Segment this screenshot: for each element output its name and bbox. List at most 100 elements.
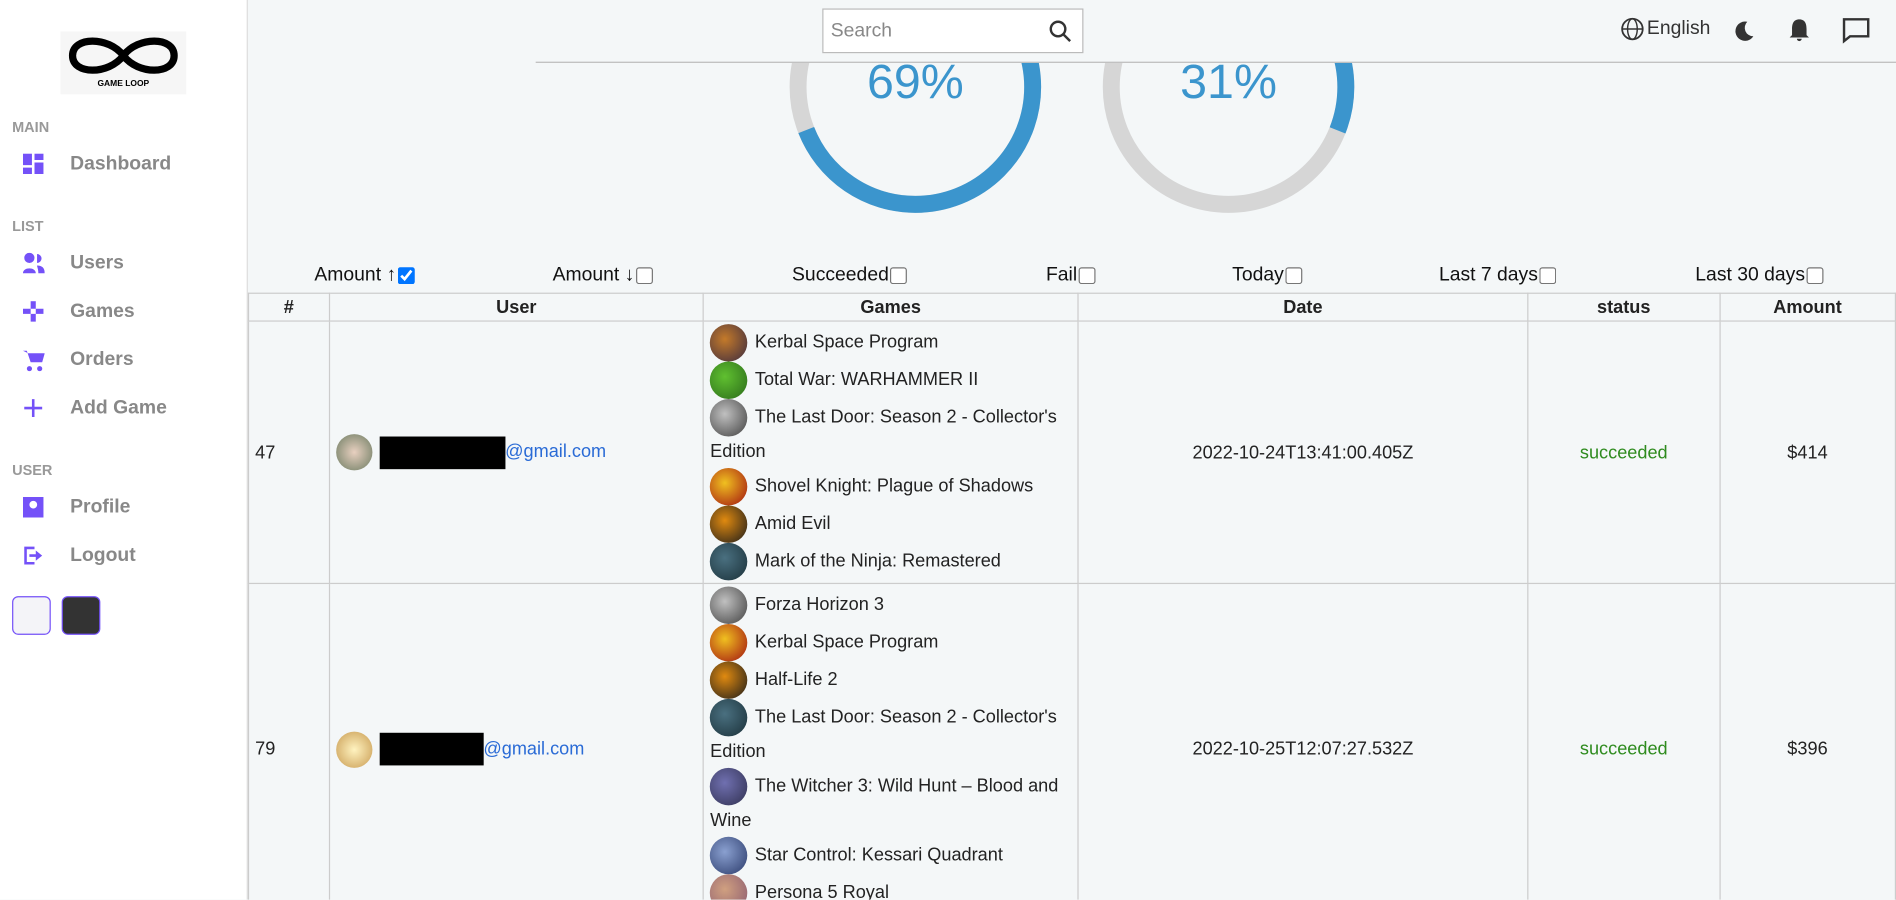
column-header: User [328, 292, 705, 322]
nav-icon [22, 301, 44, 322]
search-box[interactable]: Search [822, 8, 1084, 54]
filter-checkbox[interactable] [890, 267, 907, 285]
avatar [335, 730, 373, 768]
game: The Witcher 3: Wild Hunt – Blood and Win… [710, 767, 1071, 837]
search-icon[interactable] [1048, 19, 1072, 43]
order-amount: $396 [1718, 582, 1896, 900]
game-title: Forza Horizon 3 [754, 594, 884, 615]
game-icon [710, 767, 748, 806]
search-placeholder: Search [830, 20, 893, 42]
orders-table: # User Games Date status Amount 47 @gmail.com Ke… [247, 292, 1896, 900]
nav-label: Dashboard [70, 153, 172, 175]
table-row: 79 @gmail.com Forza Horizon 3 Kerbal Space … [247, 582, 1896, 900]
game-title: The Witcher 3: Wild Hunt – Blood and Win… [710, 775, 1059, 831]
table-row: 47 @gmail.com Kerbal Space Program Total Wa… [247, 320, 1896, 585]
game-title: Amid Evil [754, 513, 831, 534]
game: Star Control: Kessari Quadrant [710, 836, 1071, 875]
nav-item[interactable]: Logout [0, 532, 247, 580]
filter: Last 7 days [1439, 265, 1557, 287]
game: Forza Horizon 3 [710, 586, 1071, 624]
game-icon [710, 542, 748, 581]
user-cell: @gmail.com [328, 320, 705, 585]
section-title: MAIN [12, 118, 50, 136]
game-title: The Last Door: Season 2 - Collector's Ed… [710, 406, 1057, 462]
notification-icon[interactable] [1787, 17, 1811, 44]
filter-label: Today [1232, 264, 1284, 286]
dark-theme[interactable] [61, 596, 101, 635]
language[interactable]: English [1620, 17, 1710, 41]
order-date: 2022-10-24T13:41:00.405Z [1077, 320, 1529, 585]
logo[interactable]: GAME LOOP [60, 31, 187, 95]
nav-section: LIST Users Games Orders Add Game [0, 218, 247, 433]
nav-icon [22, 350, 45, 372]
order-date: 2022-10-25T12:07:27.532Z [1077, 582, 1529, 900]
nav-icon [22, 153, 44, 175]
column-header: Amount [1718, 292, 1896, 322]
game-icon [710, 467, 748, 506]
user-email[interactable]: @gmail.com [505, 441, 607, 462]
filter: Amount ↑ [314, 264, 415, 287]
progress-rings [789, 0, 1355, 213]
filter-checkbox[interactable] [635, 267, 653, 285]
redacted-email [379, 435, 506, 469]
game: Shovel Knight: Plague of Shadows [710, 467, 1071, 506]
game-title: Mark of the Ninja: Remastered [754, 550, 1001, 572]
filter: Fail [1046, 265, 1096, 287]
nav-icon [24, 399, 43, 418]
redacted-email [379, 732, 484, 766]
icon-shape [24, 399, 43, 418]
nav-section: USER Profile Logout [0, 462, 247, 581]
logo-icon [68, 37, 178, 74]
ring-progress [789, 0, 1042, 213]
nav-item[interactable]: Games [0, 288, 247, 336]
chat-icon[interactable] [1842, 17, 1871, 44]
game: Total War: WARHAMMER II [710, 361, 1071, 400]
filter-checkbox[interactable] [1539, 267, 1557, 285]
nav-icon [22, 496, 44, 518]
section-title: LIST [12, 217, 44, 235]
nav-item[interactable]: Dashboard [0, 140, 247, 188]
filter-checkbox[interactable] [1285, 267, 1302, 285]
column-header: Games [702, 292, 1079, 322]
nav-icon [22, 252, 45, 274]
filter-checkbox[interactable] [397, 267, 415, 285]
game-icon [710, 324, 748, 362]
game: Mark of the Ninja: Remastered [710, 542, 1071, 581]
filter-label: Amount ↑ [314, 264, 397, 286]
icon-shape [24, 546, 43, 565]
game: Kerbal Space Program [710, 623, 1071, 662]
section-title: USER [12, 461, 53, 479]
nav-item[interactable]: Orders [0, 336, 247, 384]
filter-checkbox[interactable] [1078, 267, 1096, 285]
order-amount: $414 [1718, 320, 1896, 585]
game-icon [710, 623, 748, 662]
game: Persona 5 Royal [710, 874, 1071, 900]
game-icon [710, 399, 748, 437]
game: Kerbal Space Program [710, 324, 1071, 362]
nav-label: Orders [70, 349, 134, 371]
user-email[interactable]: @gmail.com [483, 738, 585, 759]
icon-shape [22, 301, 44, 322]
nav-label: Games [70, 301, 135, 322]
game: Half-Life 2 [710, 661, 1071, 699]
main: Search English Amount ↑ Amount ↓ Succeeded… [247, 0, 1896, 900]
light-theme[interactable] [12, 596, 51, 635]
nav-item[interactable]: Users [0, 239, 247, 287]
game-icon [710, 661, 748, 699]
sidebar: GAME LOOP MAIN Dashboard LIST Users Games Ord… [0, 0, 248, 900]
globe-icon [1621, 17, 1644, 41]
nav-label: Logout [70, 545, 136, 566]
game-icon [710, 586, 748, 624]
nav-section: MAIN Dashboard [0, 119, 247, 189]
game-title: The Last Door: Season 2 - Collector's Ed… [710, 706, 1057, 762]
games-cell: Forza Horizon 3 Kerbal Space Program Half-… [702, 582, 1079, 900]
avatar [335, 434, 373, 471]
dark-mode-icon[interactable] [1730, 18, 1757, 45]
filter-checkbox[interactable] [1806, 267, 1824, 285]
game-title: Shovel Knight: Plague of Shadows [754, 475, 1034, 497]
language-label: English [1646, 18, 1711, 39]
nav-item[interactable]: Profile [0, 484, 247, 532]
nav-item[interactable]: Add Game [0, 385, 247, 433]
order-status: succeeded [1527, 582, 1721, 900]
game-title: Star Control: Kessari Quadrant [754, 844, 1003, 866]
